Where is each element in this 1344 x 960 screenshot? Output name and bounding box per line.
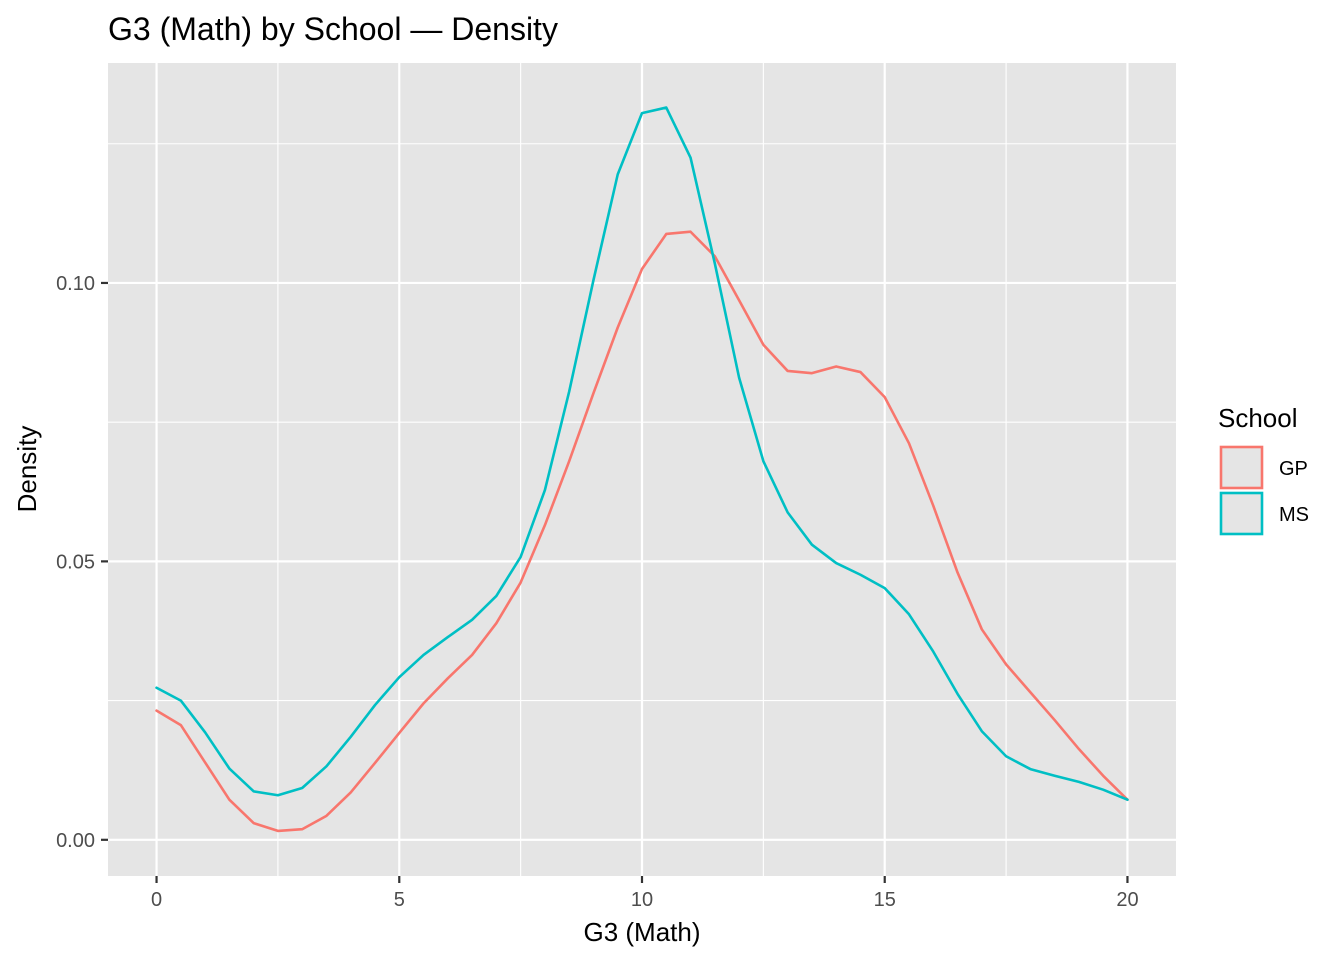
x-tick-label: 15 xyxy=(874,889,896,911)
axis-ticks xyxy=(101,281,1129,883)
y-tick-label: 0.00 xyxy=(56,830,95,852)
x-tick-label: 5 xyxy=(394,889,405,911)
legend-label-ms: MS xyxy=(1279,504,1309,526)
density-series xyxy=(155,106,1129,833)
legend-key-background xyxy=(1220,492,1263,535)
major-gridlines xyxy=(108,63,1176,876)
series-line-ms xyxy=(155,106,1129,802)
y-axis-title: Density xyxy=(12,426,42,513)
legend-key-background xyxy=(1220,446,1263,489)
legend-key-gp xyxy=(1219,445,1264,490)
legend: School GP MS xyxy=(1218,403,1309,536)
y-tick-label: 0.10 xyxy=(56,273,95,295)
y-tick-label: 0.05 xyxy=(56,551,95,573)
legend-title: School xyxy=(1218,403,1298,433)
legend-key-ms xyxy=(1219,491,1264,536)
tick-labels: 0 5 10 15 20 0.00 0.05 0.10 xyxy=(56,273,1139,911)
x-tick-label: 20 xyxy=(1116,889,1138,911)
chart-title: G3 (Math) by School — Density xyxy=(108,11,558,47)
x-tick-label: 10 xyxy=(631,889,653,911)
legend-items: GP MS xyxy=(1219,445,1309,536)
x-axis-title: G3 (Math) xyxy=(583,917,700,947)
x-tick-label: 0 xyxy=(151,889,162,911)
series-line-gp xyxy=(155,230,1129,833)
legend-label-gp: GP xyxy=(1279,458,1308,480)
